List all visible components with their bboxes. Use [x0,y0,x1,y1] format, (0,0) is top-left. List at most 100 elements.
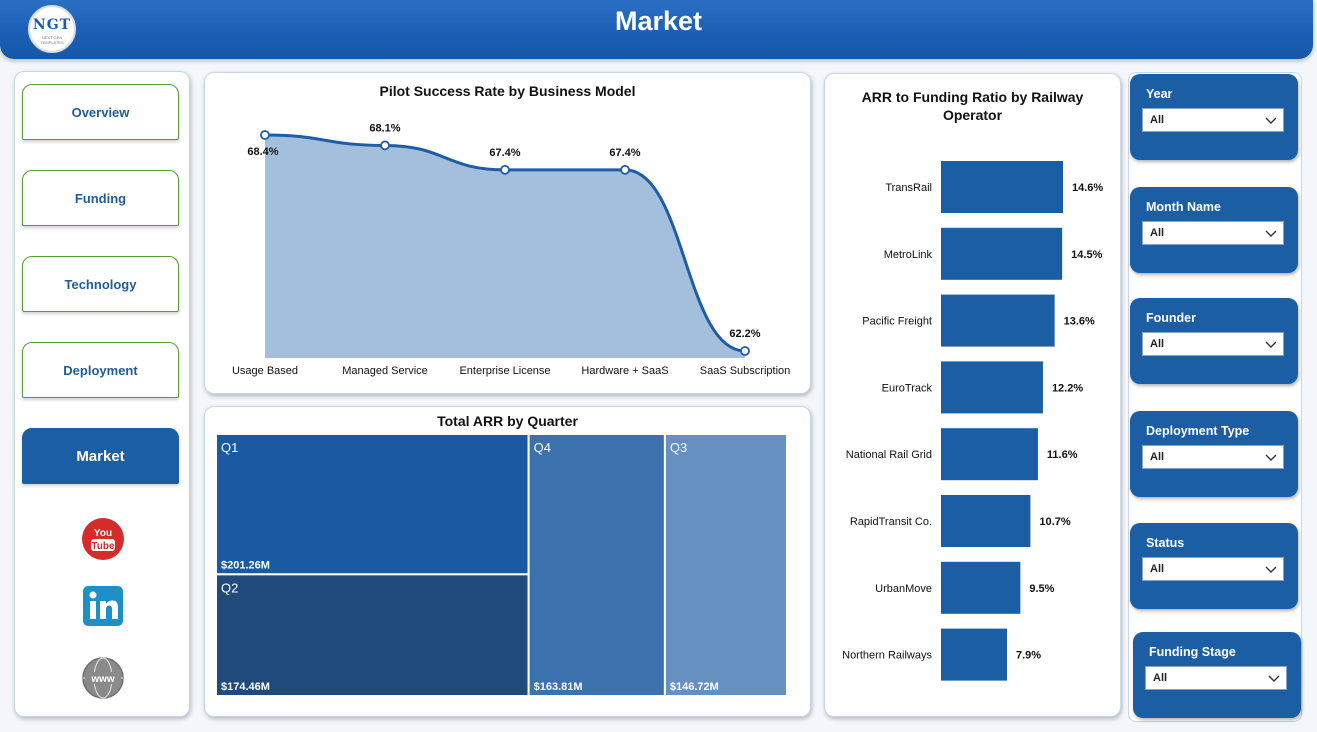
bar [941,428,1038,481]
nav-label: Deployment [63,362,138,378]
arr-funding-ratio-title: ARR to Funding Ratio by Railway Operator [861,89,1084,123]
bar [941,628,1008,681]
data-label: 14.5% [1071,249,1102,261]
x-tick-label: Managed Service [342,365,428,377]
svg-text:Tube: Tube [91,541,115,552]
filter-card-funding-stage: Funding Stage All [1133,632,1301,718]
nav-button-market[interactable]: Market [22,428,179,484]
linkedin-icon[interactable] [81,584,125,628]
data-label: 68.4% [247,146,278,158]
tile-name: Q1 [221,440,238,455]
dropdown-value: All [1150,227,1165,239]
data-label: 13.6% [1064,316,1095,328]
dropdown-value: All [1153,672,1168,684]
data-label: 12.2% [1052,382,1083,394]
bar [941,495,1031,547]
pilot-success-chart-panel: Pilot Success Rate by Business Model 68.… [204,72,811,394]
bar [941,161,1063,213]
data-point [260,130,270,140]
svg-text:www: www [90,674,115,685]
filter-label: Month Name [1146,200,1221,214]
logo-subtext: NEXT GEN TEMPLATES [40,35,64,45]
filter-card-founder: Founder All [1130,298,1298,384]
bar [941,361,1043,414]
nav-button-overview[interactable]: Overview [22,84,179,140]
funding-stage-dropdown[interactable]: All [1145,666,1287,690]
nav-panel: Overview Funding Technology Deployment M… [14,71,190,717]
nav-label: Funding [74,190,127,206]
youtube-icon[interactable]: You Tube [81,517,125,561]
filter-label: Funding Stage [1149,645,1236,659]
header-bar: NGT NEXT GEN TEMPLATES Market [0,0,1313,59]
chevron-down-icon [1268,675,1280,682]
chevron-down-icon [1265,341,1277,348]
arr-funding-ratio-panel: ARR to Funding Ratio by Railway Operator… [824,73,1121,717]
bar [941,294,1055,347]
treemap-tile [215,433,530,576]
data-label: 11.6% [1047,449,1078,461]
category-label: MetroLink [884,249,933,261]
svg-text:You: You [94,528,112,539]
filter-label: Status [1146,536,1185,550]
filter-card-status: Status All [1130,523,1298,609]
category-label: TransRail [885,182,932,194]
treemap-tile [215,573,530,697]
month-name-dropdown[interactable]: All [1142,221,1284,245]
tile-name: Q2 [221,580,238,595]
data-label: 67.4% [609,147,640,159]
chevron-down-icon [1265,454,1277,461]
data-label: 14.6% [1072,182,1103,194]
deployment-type-dropdown[interactable]: All [1142,445,1284,469]
x-tick-label: Hardware + SaaS [581,365,668,377]
founder-dropdown[interactable]: All [1142,332,1284,356]
nav-button-deployment[interactable]: Deployment [22,342,179,398]
dropdown-value: All [1150,451,1165,463]
total-arr-treemap-panel: Total ARR by Quarter Q1 $201.26M Q2 $174.46… [204,406,811,717]
tile-value: $201.26M [221,559,270,571]
tile-value: $174.46M [221,681,270,693]
total-arr-chart-title: Total ARR by Quarter [437,413,578,429]
year-dropdown[interactable]: All [1142,108,1284,132]
area-fill [265,135,745,358]
filter-card-deployment-type: Deployment Type All [1130,411,1298,497]
category-label: RapidTransit Co. [850,516,932,528]
status-dropdown[interactable]: All [1142,557,1284,581]
data-label: 68.1% [369,122,400,134]
page-title: Market [614,6,703,36]
dropdown-value: All [1150,563,1165,575]
nav-label: Overview [71,104,130,120]
category-label: National Rail Grid [846,449,932,461]
x-tick-label: Enterprise License [459,365,550,377]
x-tick-label: Usage Based [232,365,298,377]
nav-label: Technology [64,276,137,292]
pilot-success-area-chart: 68.4% Usage Based 68.1% Managed Service 67.4… [232,122,791,377]
filter-label: Founder [1146,311,1196,325]
treemap-tile [527,433,666,697]
tile-name: Q3 [670,440,687,455]
tile-value: $163.81M [534,681,583,693]
www-globe-icon[interactable]: www [81,656,125,700]
company-logo[interactable]: NGT NEXT GEN TEMPLATES [28,5,76,53]
filter-panel: Year All Month Name All Founder All Depl… [1128,72,1302,722]
filter-card-month-name: Month Name All [1130,187,1298,273]
data-point [500,164,510,175]
bar [941,561,1021,614]
data-point [740,346,750,356]
data-label: 62.2% [729,328,760,340]
dropdown-value: All [1150,114,1165,126]
x-tick-label: SaaS Subscription [700,365,791,377]
nav-button-technology[interactable]: Technology [22,256,179,312]
pilot-success-chart-title: Pilot Success Rate by Business Model [379,83,636,99]
data-label: 10.7% [1039,516,1070,528]
data-label: 7.9% [1016,650,1041,662]
nav-label: Market [76,447,125,465]
series-line [264,133,746,353]
chevron-down-icon [1265,117,1277,124]
chevron-down-icon [1265,566,1277,573]
data-point [620,164,630,175]
data-label: 67.4% [489,147,520,159]
filter-card-year: Year All [1130,74,1298,160]
tile-value: $146.72M [670,681,719,693]
nav-button-funding[interactable]: Funding [22,170,179,226]
chevron-down-icon [1265,230,1277,237]
